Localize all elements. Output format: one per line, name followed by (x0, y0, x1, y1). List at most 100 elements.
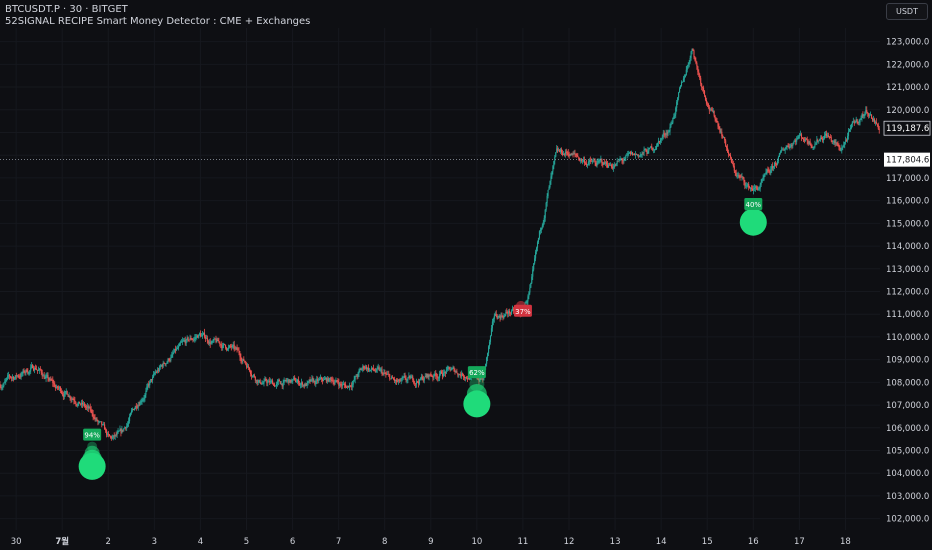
indicator-title[interactable]: 52SIGNAL RECIPE Smart Money Detector : C… (5, 16, 311, 27)
candle-body (453, 367, 455, 371)
candle-body (566, 152, 568, 153)
candle-body (603, 162, 605, 166)
candle-body (485, 363, 487, 368)
candle-body (769, 171, 771, 174)
candle-body (102, 424, 104, 426)
candle-body (751, 188, 754, 191)
candle-body (363, 366, 365, 368)
candle-body (334, 382, 336, 384)
candle-body (428, 374, 430, 377)
price-tick-label: 103,000.0 (886, 492, 929, 502)
candle-body (637, 154, 639, 157)
candle-body (536, 247, 538, 252)
candle-body (744, 181, 746, 186)
candle-body (70, 398, 72, 400)
candle-body (661, 136, 663, 139)
candle-body (328, 378, 330, 382)
candle-body (172, 353, 174, 355)
time-tick-label: 8 (382, 537, 387, 547)
candle-body (158, 367, 160, 372)
candle-body (13, 378, 15, 380)
candle-body (204, 336, 206, 339)
candle-body (730, 157, 732, 163)
candle-body (624, 157, 626, 161)
candle-body (354, 376, 356, 380)
candle-body (344, 384, 346, 385)
candle-body (531, 276, 533, 284)
candle-body (95, 418, 97, 420)
candle-body (184, 340, 186, 344)
candle-body (307, 381, 309, 384)
candle-body (680, 81, 683, 86)
candle-body (71, 399, 73, 401)
candle-body (130, 410, 133, 414)
time-axis[interactable]: 30 7월 2 3 4 5 6 7 8 9 10 11 12 13 14 15 16 17 18 (11, 536, 851, 547)
candle-body (51, 379, 53, 381)
candle-body (5, 379, 7, 382)
candle-body (131, 409, 134, 411)
candle-body (837, 144, 839, 147)
candle-body (57, 386, 59, 388)
candle-body (406, 379, 408, 381)
candle-body (653, 149, 655, 151)
candle-body (1, 387, 3, 389)
candle-body (159, 366, 161, 368)
candle-body (97, 420, 99, 422)
candle-body (6, 377, 8, 380)
candle-body (8, 375, 10, 377)
candle-body (878, 128, 880, 130)
candle-body (169, 359, 171, 361)
candle-body (137, 405, 139, 408)
candle-body (373, 369, 375, 371)
candle-body (15, 375, 17, 377)
candle-body (630, 152, 632, 155)
candle-body (315, 381, 317, 384)
candle-body (250, 374, 253, 377)
candle-body (218, 340, 220, 342)
candle-body (616, 160, 618, 164)
candle-body (790, 144, 792, 147)
candle-body (654, 149, 656, 151)
candle-body (133, 409, 135, 411)
candle-body (784, 148, 786, 151)
price-axis[interactable]: 102,000.0 103,000.0 104,000.0 105,000.0 106,… (880, 0, 932, 550)
candle-body (745, 185, 747, 187)
candle-body (26, 369, 28, 372)
candle-body (714, 115, 716, 120)
candle-body (182, 340, 184, 342)
candle-body (284, 379, 286, 381)
candle-body (111, 437, 113, 439)
candle-body (460, 374, 462, 377)
price-axis-background (880, 0, 932, 550)
candle-body (132, 409, 134, 411)
currency-button[interactable]: USDT (886, 3, 928, 20)
candle-body (348, 385, 350, 388)
candle-body (736, 175, 738, 177)
candle-body (75, 402, 77, 405)
candle-body (252, 375, 254, 376)
candle-body (563, 153, 565, 155)
candle-body (379, 369, 381, 371)
candle-body (652, 148, 654, 150)
current-price-label: 117,804.6 (886, 156, 929, 166)
candle-body (840, 150, 842, 152)
candle-body (165, 363, 167, 365)
candle-body (28, 371, 30, 374)
candle-body (89, 406, 91, 410)
candle-body (342, 384, 344, 386)
candle-body (860, 117, 862, 120)
candle-body (560, 149, 562, 152)
candle-body (826, 135, 828, 137)
symbol-title[interactable]: BTCUSDT.P · 30 · BITGET (5, 4, 128, 15)
candle-body (709, 109, 711, 111)
time-tick-label: 3 (152, 537, 157, 547)
candle-body (294, 377, 296, 381)
candle-body (105, 430, 108, 435)
candle-body (724, 137, 726, 141)
candle-body (46, 375, 48, 377)
candle-body (598, 160, 600, 162)
time-tick-label: 9 (428, 537, 433, 547)
candle-body (580, 159, 582, 161)
candle-body (377, 367, 379, 369)
